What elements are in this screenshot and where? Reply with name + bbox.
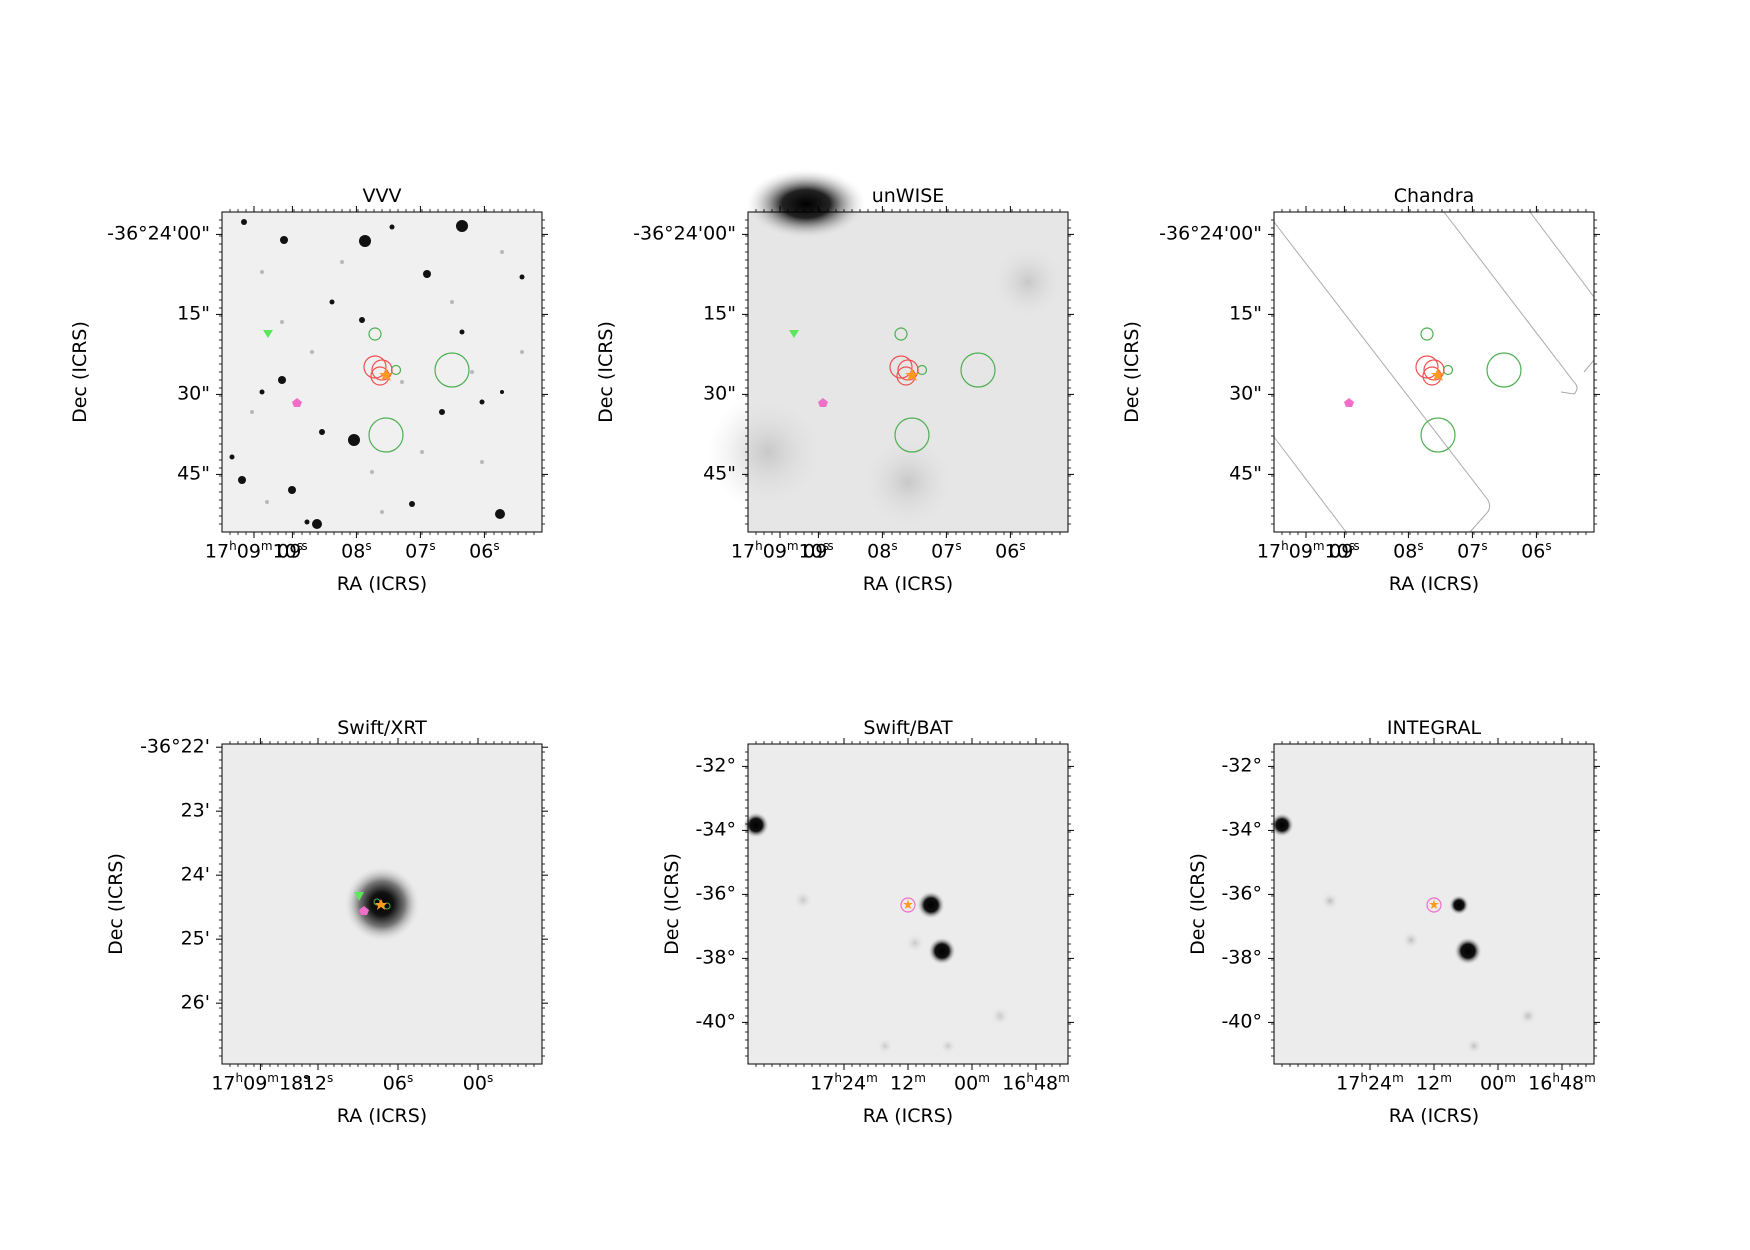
x-tick-label: 17h09m18s (211, 1071, 310, 1095)
x-axis-label: RA (ICRS) (1388, 1105, 1480, 1127)
x-tick-label: 08s (867, 539, 898, 563)
x-axis-label: RA (ICRS) (862, 1105, 954, 1127)
panel-title: Swift/BAT (863, 717, 953, 739)
x-tick-label: 07s (931, 539, 962, 563)
x-tick-label: 09s (1329, 539, 1360, 563)
y-tick-label: 24' (180, 863, 210, 886)
y-tick-label: 23' (180, 799, 210, 822)
x-tick-label: 17h24m (1336, 1071, 1404, 1095)
x-tick-label: 09s (277, 539, 308, 563)
x-axis-label: RA (ICRS) (862, 573, 954, 595)
panel-title: Chandra (1393, 185, 1475, 207)
y-tick-label: -34° (695, 818, 736, 841)
x-tick-label: 07s (1457, 539, 1488, 563)
x-tick-label: 06s (995, 539, 1026, 563)
panel-title: VVV (362, 185, 402, 207)
x-tick-label: 06s (1521, 539, 1552, 563)
panel-swift-xrt: Swift/XRT Dec (ICRS) RA (ICRS) -36°22' 23… (105, 717, 548, 1127)
x-tick-label: 17h09m10s (204, 539, 304, 563)
panel-chandra: Chandra Dec (ICRS) RA (ICRS) -36°24'00" 1… (1121, 185, 1600, 595)
image-chandra (1268, 206, 1600, 538)
y-axis-label: Dec (ICRS) (1187, 853, 1209, 955)
panel-vvv: VVV Dec (ICRS) (69, 185, 548, 595)
y-tick-label: -40° (1221, 1010, 1262, 1033)
x-tick-label: 12m (890, 1071, 926, 1095)
x-tick-label: 07s (405, 539, 436, 563)
x-tick-label: 17h09m10s (730, 539, 830, 563)
y-tick-label: 15" (177, 302, 210, 325)
y-axis-label: Dec (ICRS) (105, 853, 127, 955)
y-tick-label: -36° (1221, 882, 1262, 905)
x-axis-label: RA (ICRS) (1388, 573, 1480, 595)
panel-swift-bat: Swift/BAT Dec (ICRS) RA (ICRS) -32° -34° -… (661, 717, 1074, 1127)
image-vvv (216, 206, 548, 538)
y-tick-label: 45" (1229, 462, 1262, 485)
image-integral (1268, 738, 1600, 1070)
y-tick-label: -36°24'00" (1159, 222, 1262, 245)
image-unwise (708, 169, 1074, 538)
x-tick-label: 17h24m (810, 1071, 878, 1095)
x-tick-label: 06s (382, 1071, 414, 1095)
panel-unwise: unWISE Dec (ICRS) RA (ICRS) -36°24'00" 1 (595, 169, 1074, 595)
y-axis-label: Dec (ICRS) (595, 321, 617, 423)
x-tick-label: 16h48m (1002, 1071, 1070, 1095)
y-tick-label: -32° (1221, 754, 1262, 777)
y-tick-label: 26' (180, 991, 210, 1014)
y-tick-label: 25' (180, 927, 210, 950)
x-tick-label: 12s (302, 1071, 334, 1095)
y-tick-label: -36° (695, 882, 736, 905)
panel-title: Swift/XRT (337, 717, 427, 739)
x-tick-label: 16h48m (1528, 1071, 1596, 1095)
y-tick-label: -38° (695, 946, 736, 969)
panel-integral: INTEGRAL Dec (ICRS) RA (ICRS) -32° -34° -3… (1187, 717, 1600, 1127)
y-tick-label: -36°24'00" (107, 222, 210, 245)
y-tick-label: -38° (1221, 946, 1262, 969)
y-tick-label: 45" (177, 462, 210, 485)
y-tick-label: -34° (1221, 818, 1262, 841)
x-tick-label: 12m (1416, 1071, 1452, 1095)
y-tick-label: 15" (703, 302, 736, 325)
panel-title: INTEGRAL (1386, 717, 1482, 739)
y-tick-label: 15" (1229, 302, 1262, 325)
x-tick-label: 08s (341, 539, 372, 563)
y-tick-label: 30" (177, 382, 210, 405)
x-axis-label: RA (ICRS) (336, 1105, 428, 1127)
y-axis-label: Dec (ICRS) (1121, 321, 1143, 423)
y-tick-label: -36°22' (140, 735, 210, 758)
panel-title: unWISE (871, 185, 945, 207)
x-tick-label: 09s (803, 539, 834, 563)
x-tick-label: 08s (1393, 539, 1424, 563)
y-axis-label: Dec (ICRS) (661, 853, 683, 955)
x-tick-label: 06s (469, 539, 500, 563)
y-tick-label: 45" (703, 462, 736, 485)
x-tick-label: 00s (462, 1071, 494, 1095)
x-tick-label: 00m (954, 1071, 990, 1095)
y-tick-label: 30" (1229, 382, 1262, 405)
x-axis-label: RA (ICRS) (336, 573, 428, 595)
y-tick-label: 30" (703, 382, 736, 405)
x-tick-label: 00m (1480, 1071, 1516, 1095)
y-tick-label: -36°24'00" (633, 222, 736, 245)
image-swift-bat (742, 738, 1074, 1070)
y-tick-label: -32° (695, 754, 736, 777)
image-swift-xrt (216, 738, 548, 1070)
x-tick-label: 17h09m10s (1256, 539, 1356, 563)
y-tick-label: -40° (695, 1010, 736, 1033)
y-axis-label: Dec (ICRS) (69, 321, 91, 423)
